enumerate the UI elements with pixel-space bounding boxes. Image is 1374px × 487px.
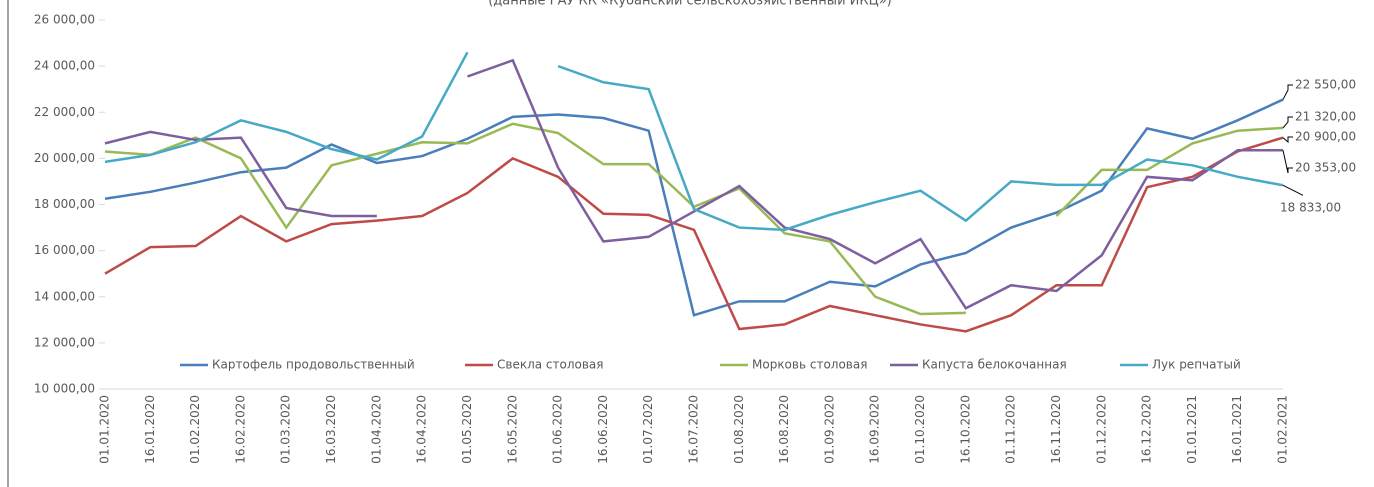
- legend-label: Лук репчатый: [1152, 358, 1241, 372]
- x-tick-label: 16.11.2020: [1049, 395, 1063, 464]
- x-tick-label: 01.12.2020: [1094, 395, 1108, 464]
- x-tick-label: 16.04.2020: [415, 395, 429, 464]
- x-tick-label: 01.05.2020: [460, 395, 474, 464]
- y-tick-label: 10 000,00: [34, 382, 95, 396]
- leader-line: [1282, 150, 1293, 174]
- leader-line: [1282, 136, 1293, 144]
- data-label: 20 353,00: [1295, 161, 1356, 175]
- x-tick-label: 01.11.2020: [1004, 395, 1018, 464]
- y-tick-label: 20 000,00: [34, 151, 95, 165]
- x-tick-label: 16.01.2020: [143, 395, 157, 464]
- y-tick-label: 26 000,00: [34, 13, 95, 27]
- leader-line: [1282, 84, 1293, 100]
- x-tick-label: 01.02.2021: [1276, 395, 1290, 464]
- x-tick-label: 16.10.2020: [958, 395, 972, 464]
- y-tick-label: 24 000,00: [34, 59, 95, 73]
- series-line: [104, 58, 1283, 310]
- x-tick-label: 16.09.2020: [868, 395, 882, 464]
- legend-label: Свекла столовая: [497, 358, 604, 372]
- x-tick-label: 16.02.2020: [233, 395, 247, 464]
- data-label: 22 550,00: [1295, 78, 1356, 92]
- series-line: [104, 51, 1284, 232]
- y-tick-label: 12 000,00: [34, 335, 95, 349]
- legend-label: Капуста белокочанная: [922, 358, 1067, 372]
- x-tick-label: 01.10.2020: [913, 395, 927, 464]
- x-tick-label: 16.07.2020: [687, 395, 701, 464]
- x-tick-label: 01.04.2020: [369, 395, 383, 464]
- x-tick-label: 01.06.2020: [551, 395, 565, 464]
- x-tick-label: 16.01.2021: [1230, 395, 1244, 464]
- y-tick-label: 16 000,00: [34, 243, 95, 257]
- x-tick-label: 01.03.2020: [279, 395, 293, 464]
- data-label: 21 320,00: [1295, 110, 1356, 124]
- x-tick-label: 16.06.2020: [596, 395, 610, 464]
- x-tick-label: 01.02.2020: [188, 395, 202, 464]
- x-tick-label: 01.08.2020: [732, 395, 746, 464]
- y-tick-label: 22 000,00: [34, 105, 95, 119]
- series-line: [104, 136, 1284, 333]
- leader-line: [1282, 116, 1293, 129]
- chart-subtitle: (данные ГАУ КК «Кубанский сельскохозяйст…: [488, 0, 891, 9]
- x-tick-label: 01.01.2021: [1185, 395, 1199, 464]
- data-label: 18 833,00: [1280, 201, 1341, 215]
- legend-label: Картофель продовольственный: [212, 358, 415, 372]
- y-tick-label: 18 000,00: [34, 197, 95, 211]
- y-tick-label: 14 000,00: [34, 289, 95, 303]
- legend-label: Морковь столовая: [752, 358, 867, 372]
- data-label: 20 900,00: [1295, 130, 1356, 144]
- leader-line: [1282, 184, 1304, 196]
- x-tick-label: 01.01.2020: [98, 395, 112, 464]
- x-tick-label: 16.03.2020: [324, 395, 338, 464]
- series-line: [104, 122, 1284, 316]
- x-tick-label: 01.07.2020: [641, 395, 655, 464]
- x-tick-label: 16.12.2020: [1140, 395, 1154, 464]
- series-line: [104, 98, 1284, 317]
- x-tick-label: 16.05.2020: [505, 395, 519, 464]
- x-tick-label: 01.09.2020: [822, 395, 836, 464]
- x-tick-label: 16.08.2020: [777, 395, 791, 464]
